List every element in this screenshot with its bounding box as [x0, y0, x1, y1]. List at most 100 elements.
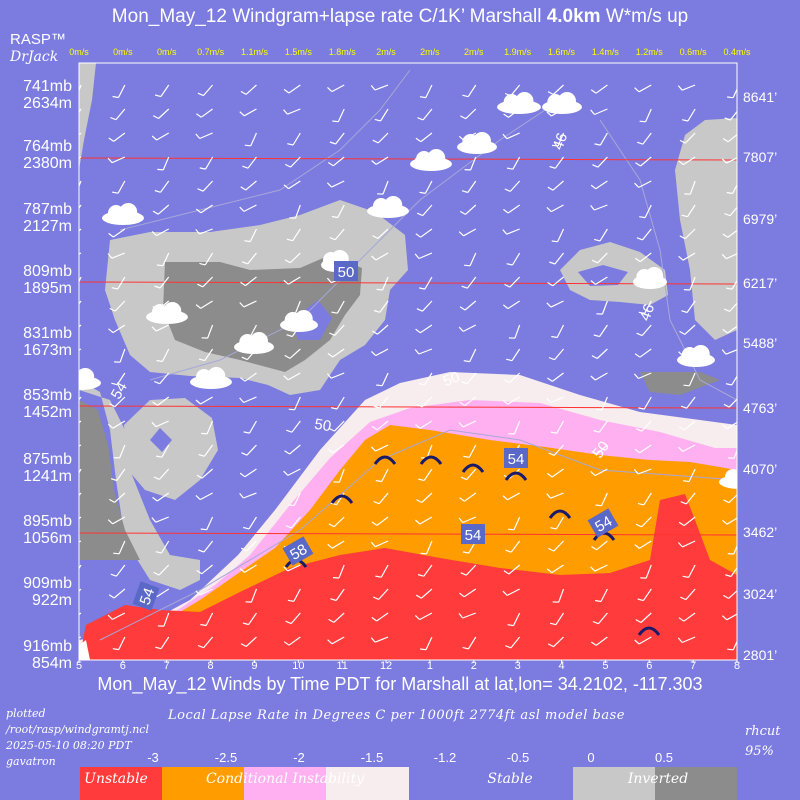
altitude-ft-label: 4070’ [743, 461, 777, 477]
pressure-label: 853mb [23, 387, 72, 404]
wind-barb [79, 204, 82, 209]
level-line [79, 532, 737, 536]
wind-barb [590, 372, 608, 381]
wind-barb [154, 180, 170, 193]
legend-tick: -1.2 [433, 750, 457, 765]
cloud-icon [719, 469, 737, 489]
wind-barb [198, 348, 214, 362]
cloud-icon [633, 267, 667, 289]
rhcut-info: rhcut 95% [745, 722, 780, 762]
wind-barb [677, 636, 696, 644]
altitude-m-label: 1056m [23, 530, 72, 547]
wind-barb [549, 612, 565, 626]
contour-label: 54 [461, 524, 485, 544]
level-line [79, 157, 737, 161]
cloud-icon [102, 203, 144, 225]
contour-label: 46 [637, 302, 659, 323]
wstar-label: 1.1m/s [241, 47, 269, 57]
altitude-ft-label: 7807’ [743, 149, 777, 165]
pressure-label: 916mb [23, 638, 72, 655]
inverted-region [124, 398, 218, 500]
wind-barb [283, 564, 301, 572]
wind-barb [414, 612, 433, 621]
wind-barb [287, 588, 301, 602]
wind-barb [462, 636, 477, 650]
wind-barb [546, 300, 564, 308]
pressure-label: 741mb [23, 78, 72, 95]
wind-barb [503, 204, 521, 214]
wind-barb [242, 612, 257, 626]
wind-barb [678, 612, 696, 622]
wstar-label: 1.2m/s [636, 47, 664, 57]
altitude-m-label: 2634m [23, 95, 72, 112]
wind-barb [373, 300, 389, 313]
temperature-contour [149, 99, 561, 381]
wind-barb [332, 108, 345, 123]
wind-barb [371, 612, 389, 622]
legend-label-stable: Stable [487, 771, 533, 787]
svg-text:50: 50 [589, 438, 612, 461]
wind-barb [590, 564, 608, 572]
wind-barb [678, 156, 696, 166]
wind-barb [377, 180, 389, 195]
wind-barb [108, 324, 126, 334]
wind-barb [723, 589, 737, 599]
wind-barb [552, 132, 565, 147]
wind-barb [243, 516, 257, 530]
wind-barb [283, 84, 301, 94]
cloud-icon [542, 92, 582, 114]
wind-barb [590, 108, 608, 116]
wind-barb [199, 156, 214, 170]
x-tick-label: 10 [292, 660, 304, 672]
wind-barb [373, 492, 389, 505]
wind-barb [634, 84, 652, 93]
wind-barb [108, 228, 126, 238]
wind-barb [722, 229, 737, 238]
legend-label-inverted: Inverted [627, 771, 689, 787]
wind-barb [420, 636, 433, 651]
wind-barb [111, 372, 126, 386]
wind-barb [156, 252, 170, 267]
wind-barb [464, 252, 477, 267]
legend-tick: 0.5 [654, 750, 674, 765]
wind-barb [195, 132, 213, 140]
pressure-label: 809mb [23, 263, 72, 280]
wind-barb [328, 612, 345, 623]
wind-barb [634, 348, 652, 358]
x-tick-label: 1 [427, 660, 433, 672]
wind-barb [418, 276, 433, 290]
wind-barb [152, 492, 170, 502]
wind-barb [677, 540, 696, 548]
wind-barb [551, 324, 565, 339]
wind-barb [415, 324, 433, 334]
thermal-icon [504, 471, 528, 481]
wind-barb [637, 492, 652, 506]
wind-barb [79, 108, 82, 114]
svg-text:54: 54 [592, 513, 615, 536]
wind-barb [679, 132, 696, 144]
wind-barb [285, 612, 301, 625]
cloud-icon [457, 132, 497, 154]
wind-barb [154, 84, 170, 98]
wstar-label: 0.7m/s [197, 47, 225, 57]
wind-barb [418, 372, 433, 386]
wind-barb [288, 396, 301, 411]
wind-barb [239, 468, 257, 478]
altitude-m-label: 2127m [23, 218, 72, 235]
pressure-label: 787mb [23, 201, 72, 218]
wind-barb [109, 396, 126, 408]
wind-barb [459, 396, 477, 407]
wind-barb [372, 132, 389, 144]
x-tick-label: 5 [602, 660, 608, 672]
wind-barb [283, 108, 301, 115]
wind-barb [414, 252, 433, 260]
legend-tick: -0.5 [506, 750, 530, 765]
wind-barb [416, 492, 433, 504]
wind-barb [633, 468, 652, 475]
wind-barb [195, 492, 213, 501]
wind-barb [155, 444, 170, 458]
wind-barb [327, 636, 345, 645]
x-tick-label: 7 [164, 660, 170, 672]
wind-barb [157, 156, 170, 171]
wind-barb [548, 540, 564, 552]
